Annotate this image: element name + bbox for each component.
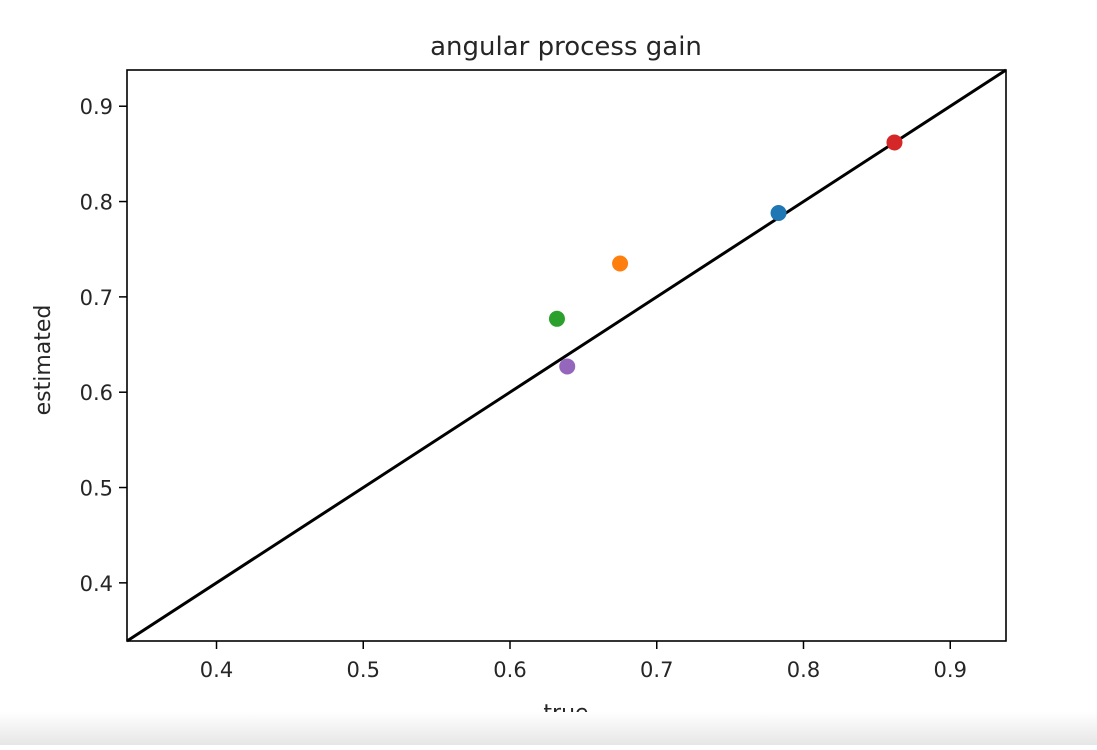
y-tick-label: 0.6 [80,381,113,405]
x-tick-label: 0.5 [347,658,380,682]
data-point-2 [612,255,629,272]
data-point-5 [559,358,576,375]
axes-frame [126,69,1007,642]
y-axis-label: estimated [31,305,56,416]
x-tick-label: 0.8 [787,658,820,682]
data-point-1 [770,204,787,221]
x-axis-ticks: 0.4 0.5 0.6 0.7 0.8 0.9 [200,641,967,682]
x-tick-label: 0.4 [200,658,233,682]
x-tick-label: 0.7 [640,658,673,682]
reference-line [126,68,1007,643]
x-tick-label: 0.9 [934,658,967,682]
data-point-4 [886,134,903,151]
y-tick-label: 0.9 [80,95,113,119]
x-tick-label: 0.6 [493,658,526,682]
y-tick-label: 0.5 [80,477,113,501]
plot-area [126,68,1007,643]
y-tick-label: 0.4 [80,572,113,596]
window-bottom-edge [0,712,1097,745]
y-tick-label: 0.7 [80,286,113,310]
data-point-3 [548,310,565,327]
y-tick-label: 0.8 [80,191,113,215]
y-axis-ticks: 0.4 0.5 0.6 0.7 0.8 0.9 [80,95,127,596]
chart-title: angular process gain [430,32,702,62]
